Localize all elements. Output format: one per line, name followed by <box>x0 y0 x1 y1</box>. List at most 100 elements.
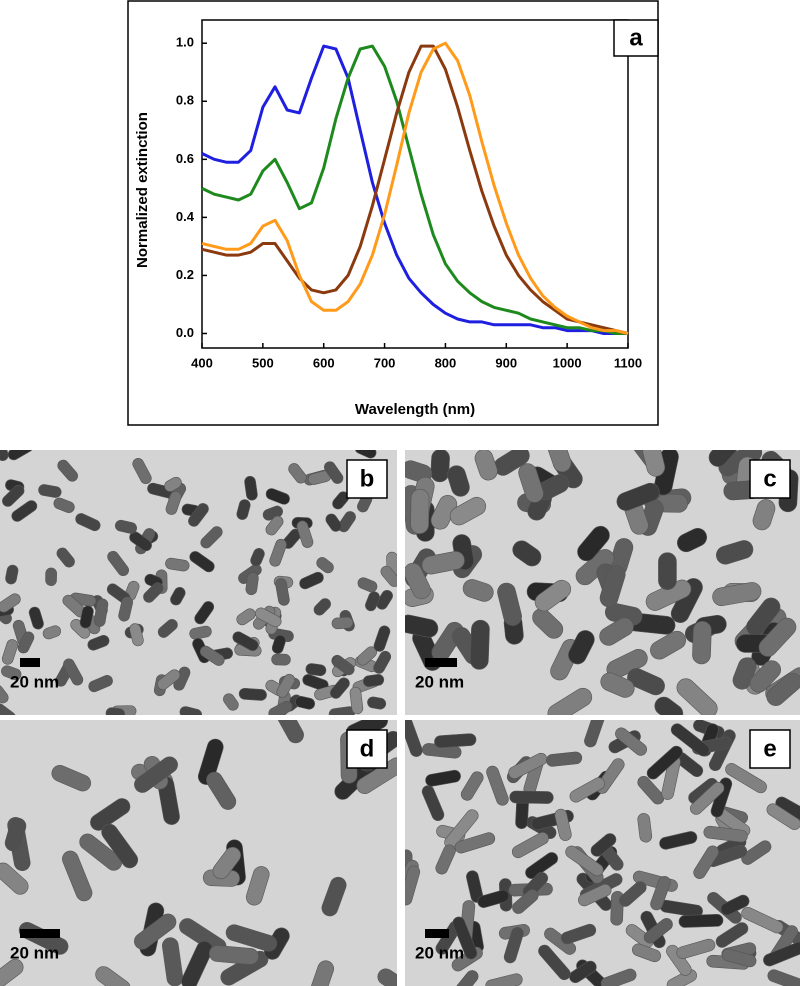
nanorod <box>42 625 62 640</box>
nanorod <box>518 463 544 503</box>
label-box <box>749 459 791 499</box>
panel-label: b <box>360 465 375 492</box>
nanorod <box>269 538 287 567</box>
nanorod <box>554 808 572 841</box>
nanorod <box>189 551 215 573</box>
nanorod <box>305 663 327 677</box>
nanorod <box>236 608 256 626</box>
nanorod <box>425 769 461 787</box>
nanorod <box>316 557 334 574</box>
nanorod <box>643 918 673 944</box>
nanorod <box>164 476 182 492</box>
nanorod <box>362 674 385 687</box>
nanorod <box>569 777 605 803</box>
nanorod <box>477 889 510 908</box>
nanorod <box>421 551 465 575</box>
particles <box>405 720 800 986</box>
scale-bar-label: 20 nm <box>415 943 464 962</box>
nanorod <box>38 484 62 498</box>
nanorod <box>462 579 494 602</box>
label-box <box>346 459 388 499</box>
nanorod <box>299 571 324 590</box>
nanorod <box>373 650 392 674</box>
nanorod <box>619 881 647 907</box>
nanorod <box>600 968 637 986</box>
plot-area <box>201 19 629 349</box>
nanorod <box>708 450 741 467</box>
nanorod <box>75 513 101 532</box>
nanorod <box>690 781 725 815</box>
nanorod <box>276 673 296 698</box>
panel-label: a <box>629 24 643 51</box>
nanorod <box>421 785 445 821</box>
nanorod <box>250 548 265 567</box>
nanorod <box>560 923 597 945</box>
nanorod <box>223 693 239 711</box>
nanorod <box>45 567 57 586</box>
y-tick-label: 0.2 <box>176 267 194 282</box>
nanorod <box>324 461 344 484</box>
nanorod <box>134 913 177 950</box>
line-series <box>201 41 629 335</box>
nanorod <box>430 450 450 483</box>
nanorod <box>741 840 772 865</box>
nanorod <box>199 645 225 666</box>
nanorod <box>525 852 559 879</box>
nanorod <box>565 845 604 877</box>
nanorod <box>325 513 342 532</box>
panel-label: c <box>763 465 776 492</box>
nanorod <box>474 450 498 481</box>
nanorod <box>646 745 683 780</box>
nanorod <box>208 945 259 965</box>
nanorod <box>642 450 666 477</box>
nanorod <box>28 606 44 630</box>
nanorod <box>637 813 653 843</box>
y-tick-label: 0.0 <box>176 325 194 340</box>
nanorod <box>532 608 564 639</box>
nanorod <box>538 944 571 981</box>
x-tick-label: 600 <box>313 355 335 370</box>
nanorod <box>95 966 131 986</box>
nanorod <box>0 862 29 895</box>
nanorod <box>497 582 522 626</box>
nanorod <box>1 639 19 665</box>
nanorod <box>449 496 487 526</box>
nanorod <box>654 696 684 715</box>
nanorod <box>17 631 35 654</box>
nanorod <box>56 547 75 568</box>
panel-label: e <box>763 735 776 762</box>
nanorod <box>4 817 27 852</box>
nanorod <box>405 720 423 757</box>
nanorod <box>79 605 94 629</box>
nanorod <box>271 720 304 744</box>
nanorod <box>434 733 477 748</box>
nanorod <box>134 756 178 793</box>
label-box <box>749 729 791 769</box>
nanorod <box>577 525 610 562</box>
nanorod <box>170 587 186 606</box>
nanorod <box>206 771 237 810</box>
y-tick-label: 0.8 <box>176 93 194 108</box>
nanorod <box>677 527 708 553</box>
nanorod <box>546 450 572 473</box>
nanorod <box>57 459 79 482</box>
nanorod <box>157 669 181 690</box>
nanorod <box>194 601 215 625</box>
nanorod <box>143 582 164 603</box>
scale-bar <box>425 658 457 667</box>
nanorod <box>271 634 286 654</box>
nanorod <box>670 723 710 757</box>
scale-bar <box>425 929 449 938</box>
nanorod <box>245 572 259 596</box>
nanorod <box>650 630 687 660</box>
y-axis-label: Normalized extinction <box>134 112 151 268</box>
nanorod <box>725 763 767 794</box>
nanorod <box>295 695 316 710</box>
scale-bar <box>20 929 60 938</box>
nanorod <box>599 617 634 646</box>
x-tick-label: 500 <box>252 355 274 370</box>
nanorod <box>225 924 278 952</box>
nanorod <box>712 582 762 607</box>
x-tick-label: 400 <box>191 355 213 370</box>
